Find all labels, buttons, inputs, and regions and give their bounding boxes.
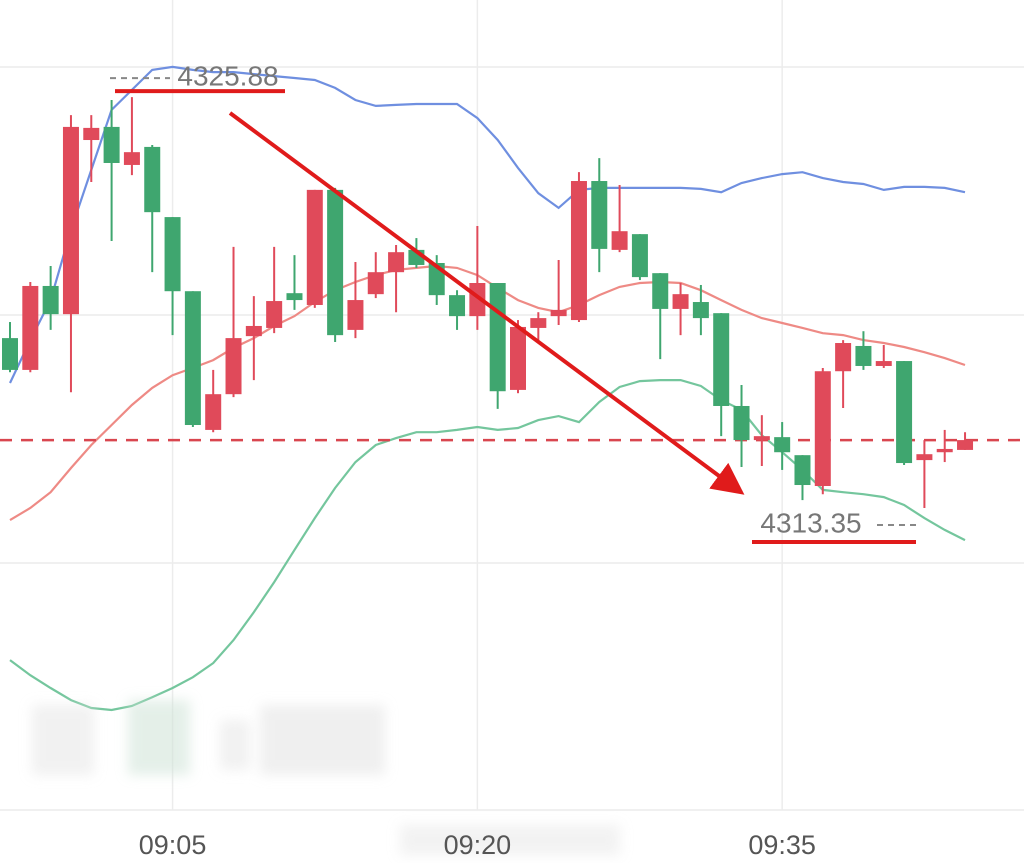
candle-body — [327, 189, 344, 336]
candle-body — [449, 295, 466, 317]
x-tick-label: 09:35 — [748, 830, 816, 860]
candle-body — [225, 338, 242, 395]
candle-body — [814, 371, 831, 486]
candle-body — [936, 448, 953, 453]
candle-body — [672, 294, 689, 309]
candle-body — [957, 440, 974, 450]
candle-body — [367, 272, 384, 295]
candle-body — [855, 345, 872, 366]
candle-body — [753, 436, 770, 441]
candle-body — [83, 127, 100, 141]
candle-body — [245, 325, 262, 337]
candle-body — [591, 181, 608, 249]
watermark-block — [32, 705, 94, 775]
candle-body — [144, 146, 161, 213]
candle-body — [286, 293, 303, 301]
candles — [2, 97, 974, 508]
candle-body — [570, 181, 587, 321]
candle-body — [875, 361, 892, 366]
trend-arrow — [228, 111, 745, 495]
candle-body — [631, 234, 648, 278]
candle-body — [22, 285, 39, 370]
annotation-label: 4313.35 — [760, 507, 861, 538]
x-tick-label: 09:05 — [139, 830, 207, 860]
watermark-block — [128, 700, 190, 775]
candle-body — [489, 283, 506, 392]
watermark-block — [260, 705, 385, 775]
candle-body — [713, 313, 730, 406]
x-tick-label: 09:20 — [444, 830, 512, 860]
watermark — [32, 700, 620, 855]
candle-body — [347, 300, 364, 330]
candle-body — [733, 405, 750, 441]
candle-body — [652, 273, 669, 309]
candle-body — [835, 343, 852, 372]
candle-body — [164, 217, 181, 292]
annotations: 4325.88 4313.35 — [110, 60, 920, 544]
candle-body — [774, 437, 791, 453]
candle-body — [510, 326, 526, 390]
candle-body — [306, 189, 323, 305]
candle-body — [692, 302, 709, 319]
candle-body — [530, 318, 547, 328]
candle-body — [205, 394, 222, 430]
candle-body — [62, 126, 79, 315]
candle-body — [611, 231, 628, 250]
annotation-label: 4325.88 — [177, 60, 278, 91]
candle-body — [184, 291, 201, 426]
candle-body — [794, 455, 811, 486]
candle-body — [266, 301, 283, 328]
watermark-block — [400, 825, 620, 855]
candle-body — [896, 361, 913, 464]
candle-body — [388, 252, 405, 273]
candle-body — [42, 285, 59, 315]
grid — [0, 0, 1024, 811]
candle-body — [123, 152, 140, 165]
candle-body — [550, 309, 567, 317]
band-line — [9, 65, 966, 384]
candle-body — [103, 126, 120, 163]
candle-body — [2, 338, 18, 370]
candle-body — [916, 454, 933, 461]
watermark-block — [220, 720, 250, 770]
band-line — [9, 264, 966, 522]
